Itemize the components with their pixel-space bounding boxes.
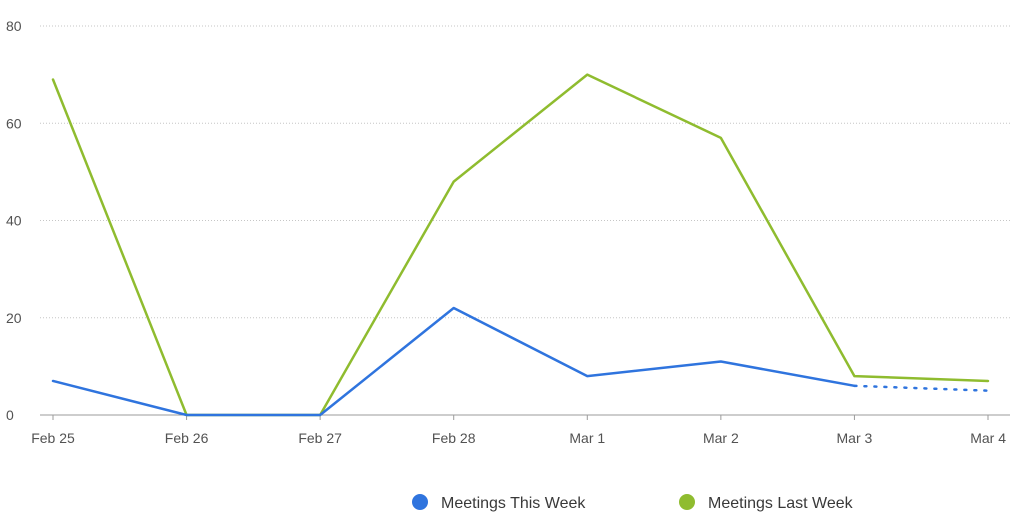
legend-label: Meetings This Week xyxy=(441,495,586,512)
data-point[interactable] xyxy=(985,378,991,384)
series-line-0 xyxy=(51,306,856,417)
y-axis: 0 20 40 60 80 xyxy=(6,18,22,423)
legend-swatch xyxy=(679,494,695,510)
y-tick-label: 0 xyxy=(6,407,14,423)
data-point[interactable] xyxy=(50,378,56,384)
x-tick-label: Feb 25 xyxy=(31,430,75,446)
data-point[interactable] xyxy=(985,388,991,394)
grid-lines xyxy=(40,25,1010,416)
series-line-1 xyxy=(51,73,990,417)
legend-item-0[interactable]: Meetings This Week xyxy=(412,494,586,512)
legend-swatch xyxy=(412,494,428,510)
series-projection-0 xyxy=(853,384,990,392)
x-tick-label: Mar 4 xyxy=(970,430,1006,446)
x-tick-label: Mar 2 xyxy=(703,430,739,446)
data-point[interactable] xyxy=(718,359,724,365)
x-tick-label: Feb 26 xyxy=(165,430,209,446)
data-point[interactable] xyxy=(451,179,457,185)
data-point[interactable] xyxy=(584,373,590,379)
legend-label: Meetings Last Week xyxy=(708,495,854,512)
y-tick-label: 60 xyxy=(6,115,22,131)
data-point[interactable] xyxy=(584,72,590,78)
x-tick-label: Mar 3 xyxy=(837,430,873,446)
x-tick-label: Mar 1 xyxy=(569,430,605,446)
x-tick-label: Feb 28 xyxy=(432,430,476,446)
series-lines xyxy=(50,72,991,418)
data-point[interactable] xyxy=(851,383,857,389)
data-point[interactable] xyxy=(50,76,56,82)
legend: Meetings This Week Meetings Last Week xyxy=(412,494,854,512)
data-point[interactable] xyxy=(851,373,857,379)
data-point[interactable] xyxy=(451,305,457,311)
data-point[interactable] xyxy=(718,135,724,141)
x-tick-label: Feb 27 xyxy=(298,430,342,446)
x-axis: Feb 25 Feb 26 Feb 27 Feb 28 Mar 1 Mar 2 Mar 3 M… xyxy=(31,415,1006,446)
legend-item-1[interactable]: Meetings Last Week xyxy=(679,494,854,512)
data-point[interactable] xyxy=(184,412,190,418)
data-point[interactable] xyxy=(317,412,323,418)
y-tick-label: 40 xyxy=(6,213,22,229)
y-tick-label: 80 xyxy=(6,18,22,34)
y-tick-label: 20 xyxy=(6,310,22,326)
